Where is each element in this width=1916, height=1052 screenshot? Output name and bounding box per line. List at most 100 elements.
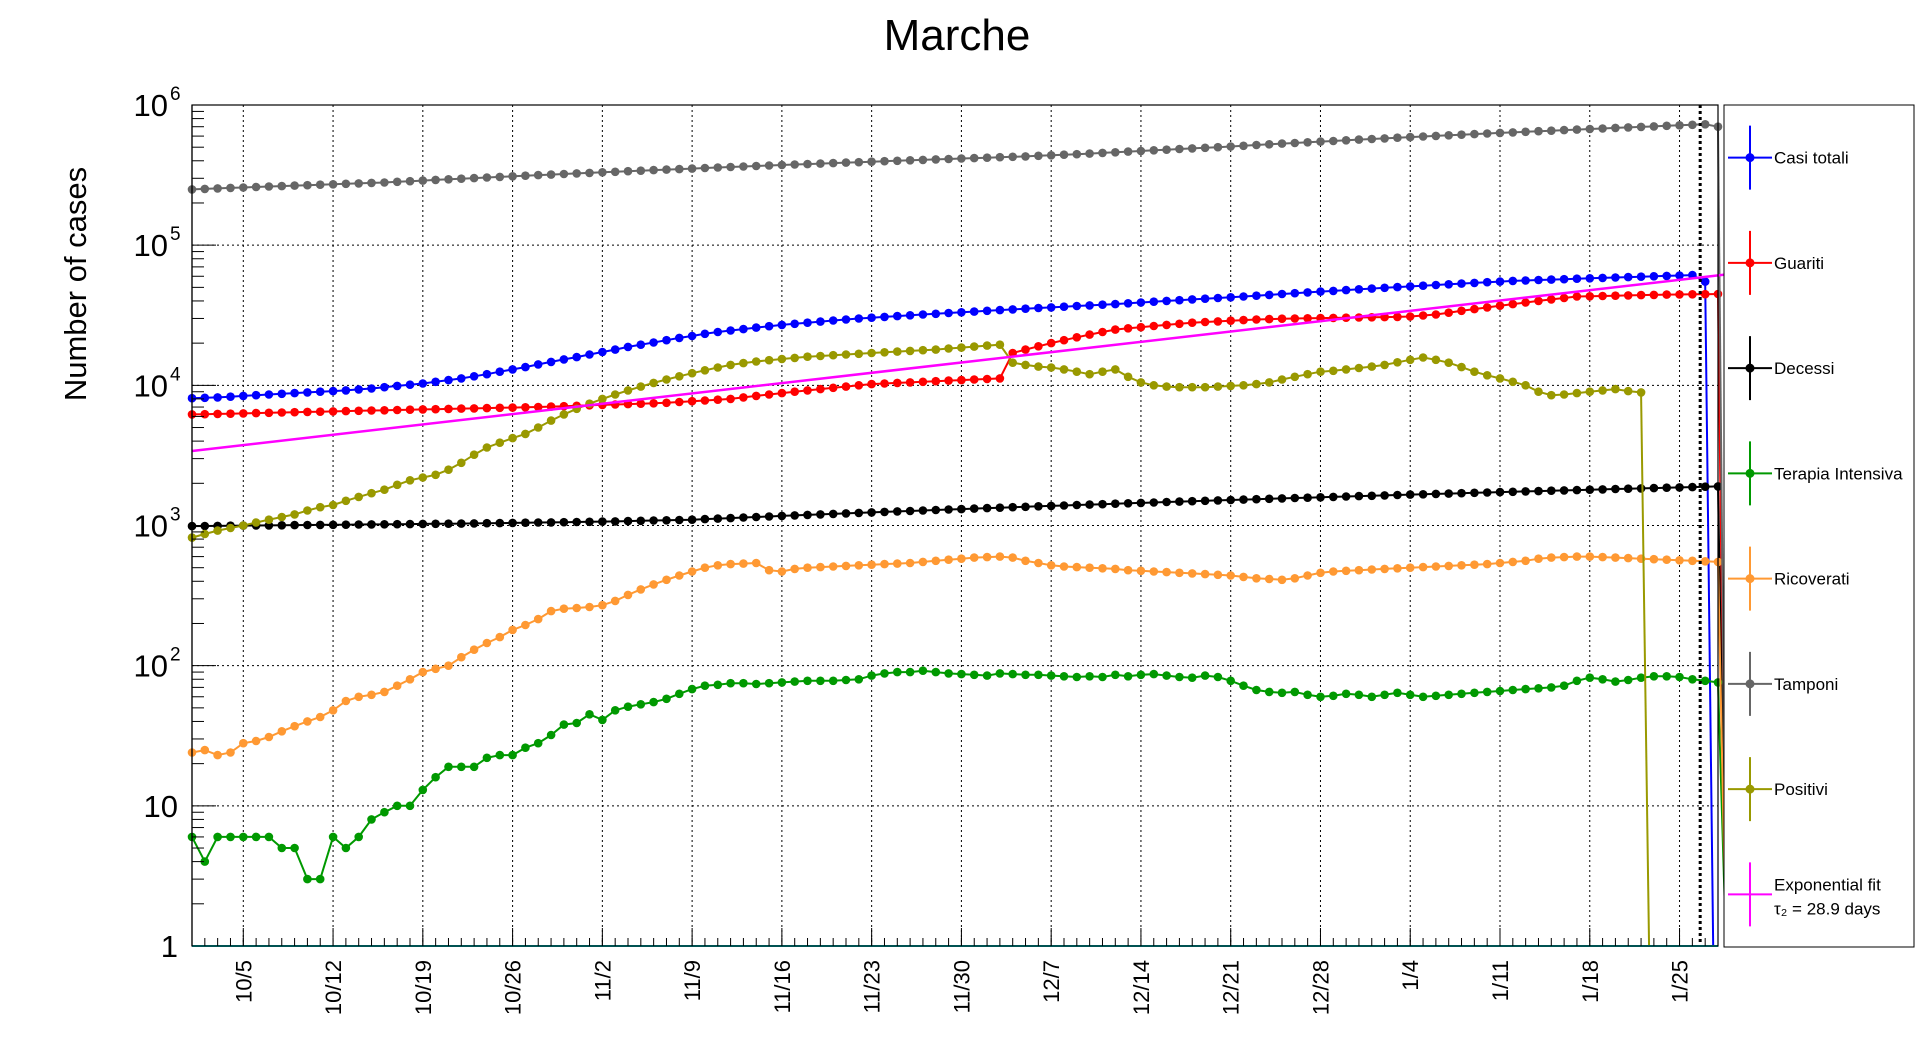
data-point [354,832,364,842]
data-point [290,407,299,417]
data-point [931,376,941,386]
data-point [213,526,222,535]
data-point [893,378,902,388]
data-point [1046,561,1056,570]
data-point [1354,363,1364,373]
data-point [1457,306,1466,316]
data-point [713,163,723,172]
data-point [1059,365,1069,374]
data-point [764,161,774,170]
data-point [1521,276,1530,285]
data-point [1187,144,1197,153]
chart-title: Marche [884,11,1031,60]
data-point [559,169,569,179]
data-point [610,706,620,715]
data-point [226,523,235,533]
data-point [1649,672,1659,681]
data-point [1482,371,1492,380]
data-point [533,518,543,527]
data-point [559,410,569,419]
data-point [1649,122,1659,131]
data-point [1277,375,1287,384]
data-point [264,390,274,399]
y-tick-exponent: 2 [170,645,181,666]
data-point [982,306,992,316]
data-point [598,168,607,177]
data-point [751,391,761,401]
data-point [431,772,440,782]
data-point [1482,559,1492,569]
data-point [1559,293,1569,303]
data-point [1162,320,1171,330]
data-point [1688,482,1697,492]
data-point [1611,553,1620,562]
data-point [905,558,915,568]
data-point [1136,498,1146,508]
data-point [1329,366,1338,376]
data-point [1329,136,1338,146]
data-point [1303,138,1312,147]
data-point [662,516,671,525]
data-point [1162,567,1171,577]
data-point [777,388,787,398]
data-point [1662,555,1671,564]
data-point [841,382,851,391]
data-point [1213,293,1223,303]
data-point [995,669,1005,678]
data-point [1354,285,1364,294]
data-point [1636,122,1646,132]
data-point [969,342,979,351]
data-point [623,702,633,711]
data-point [957,504,966,514]
data-point [585,168,594,178]
data-point [1303,493,1312,503]
data-point [264,732,274,742]
data-point [367,690,376,700]
data-point [726,559,735,569]
data-point [1085,301,1094,310]
x-tick-label: 1/4 [1398,960,1423,991]
data-point [1072,333,1082,342]
data-point [1329,492,1338,502]
data-point [598,347,607,357]
data-point [251,832,261,842]
data-point [982,503,992,513]
data-point [1572,676,1582,686]
data-point [1290,314,1300,323]
data-point [405,176,415,186]
data-point [918,666,928,675]
data-point [1585,552,1595,561]
legend-marker [1745,258,1755,268]
data-point [1547,275,1556,284]
data-point [1329,286,1338,296]
data-point [1341,492,1351,501]
data-point [341,843,351,853]
data-point [700,366,710,375]
data-point [777,511,787,521]
legend-label-fit: τ₂ = 28.9 days [1774,899,1880,918]
data-point [854,561,864,570]
data-point [1072,149,1082,159]
data-point [1611,273,1620,282]
series-line-3 [191,669,1719,881]
data-point [854,314,864,323]
data-point [598,600,607,610]
legend-marker [1745,679,1755,689]
data-point [1521,684,1530,694]
data-point [931,345,941,354]
data-point [226,392,235,402]
data-point [1213,382,1223,391]
data-point [328,706,338,715]
data-point [1085,369,1094,379]
data-point [764,355,774,365]
data-point [1341,136,1351,145]
data-point [1521,298,1530,307]
data-point [1162,382,1171,391]
data-point [623,386,633,395]
data-point [841,315,851,324]
data-point [367,520,376,529]
data-point [751,161,761,171]
data-point [726,394,735,404]
data-point [700,329,710,339]
